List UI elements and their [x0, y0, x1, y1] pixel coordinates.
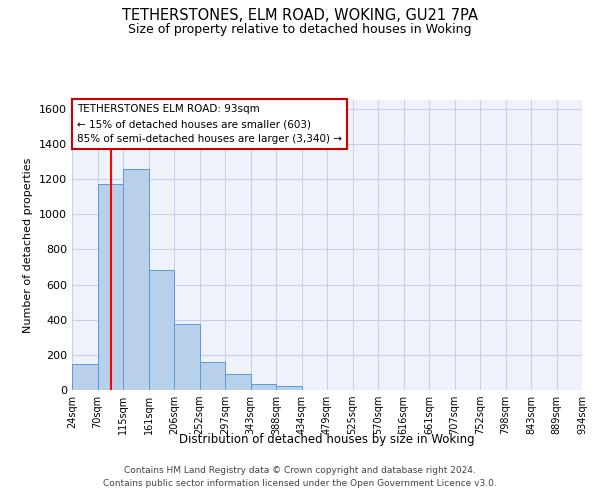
Bar: [97, 184, 123, 390]
Bar: [276, 386, 302, 390]
Bar: [225, 374, 251, 390]
Bar: [199, 362, 225, 390]
Text: Contains HM Land Registry data © Crown copyright and database right 2024.
Contai: Contains HM Land Registry data © Crown c…: [103, 466, 497, 487]
Bar: [174, 324, 199, 390]
Text: Distribution of detached houses by size in Woking: Distribution of detached houses by size …: [179, 432, 475, 446]
Text: TETHERSTONES ELM ROAD: 93sqm
← 15% of detached houses are smaller (603)
85% of s: TETHERSTONES ELM ROAD: 93sqm ← 15% of de…: [77, 104, 342, 144]
Bar: [72, 364, 97, 390]
Bar: [149, 270, 174, 390]
Bar: [123, 168, 149, 390]
Text: Size of property relative to detached houses in Woking: Size of property relative to detached ho…: [128, 22, 472, 36]
Bar: [251, 384, 276, 390]
Text: TETHERSTONES, ELM ROAD, WOKING, GU21 7PA: TETHERSTONES, ELM ROAD, WOKING, GU21 7PA: [122, 8, 478, 22]
Y-axis label: Number of detached properties: Number of detached properties: [23, 158, 34, 332]
